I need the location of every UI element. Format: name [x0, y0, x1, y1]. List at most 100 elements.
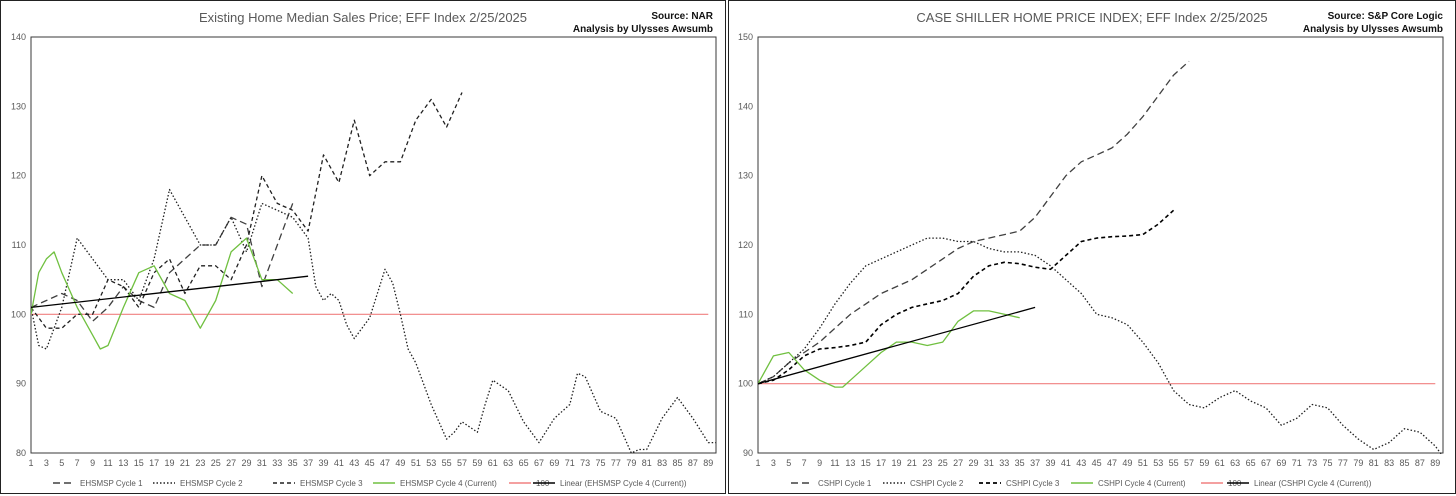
x-tick-label: 81: [1369, 458, 1379, 468]
x-tick-label: 3: [44, 458, 49, 468]
x-tick-label: 37: [1030, 458, 1040, 468]
x-tick-label: 61: [1215, 458, 1225, 468]
x-tick-label: 17: [876, 458, 886, 468]
legend-entry: CSHPI Cycle 3: [1006, 479, 1060, 488]
x-tick-label: 65: [519, 458, 529, 468]
x-tick-label: 3: [771, 458, 776, 468]
y-tick-label: 120: [738, 240, 753, 250]
y-tick-label: 80: [16, 448, 26, 458]
x-tick-label: 33: [999, 458, 1009, 468]
x-tick-label: 41: [1061, 458, 1071, 468]
y-tick-label: 110: [12, 240, 26, 250]
x-tick-label: 27: [953, 458, 963, 468]
x-tick-label: 23: [922, 458, 932, 468]
x-tick-label: 89: [703, 458, 713, 468]
x-tick-label: 77: [1338, 458, 1348, 468]
chart-panel-ehsmsp: Existing Home Median Sales Price; EFF In…: [0, 0, 726, 494]
x-tick-label: 31: [984, 458, 994, 468]
x-tick-label: 69: [549, 458, 559, 468]
x-tick-label: 21: [907, 458, 917, 468]
legend-entry: CSHPI Cycle 1: [818, 479, 872, 488]
x-tick-label: 63: [503, 458, 513, 468]
legend-entry: EHSMSP Cycle 2: [180, 479, 243, 488]
credit-label: Analysis by Ulysses Awsumb: [572, 24, 713, 35]
x-tick-label: 51: [1138, 458, 1148, 468]
x-tick-label: 45: [1092, 458, 1102, 468]
x-tick-label: 83: [1384, 458, 1394, 468]
x-tick-label: 75: [596, 458, 606, 468]
x-tick-label: 13: [118, 458, 128, 468]
x-tick-label: 85: [1400, 458, 1410, 468]
x-tick-label: 59: [1199, 458, 1209, 468]
x-tick-label: 67: [534, 458, 544, 468]
x-tick-label: 37: [303, 458, 313, 468]
x-tick-label: 15: [861, 458, 871, 468]
chart-source: Source: S&P Core Logic Analysis by Ulyss…: [1303, 10, 1443, 36]
x-tick-label: 51: [411, 458, 421, 468]
series-line-2: [31, 188, 716, 454]
legend-entry: EHSMSP Cycle 1: [80, 479, 143, 488]
series-line-4: [31, 237, 294, 350]
x-tick-label: 73: [1307, 458, 1317, 468]
x-tick-label: 9: [817, 458, 822, 468]
x-tick-label: 41: [334, 458, 344, 468]
x-tick-label: 65: [1246, 458, 1256, 468]
x-tick-label: 23: [195, 458, 205, 468]
x-tick-label: 71: [565, 458, 575, 468]
source-label: Source: S&P Core Logic: [1327, 11, 1443, 22]
x-tick-label: 87: [1415, 458, 1425, 468]
y-tick-label: 140: [11, 32, 26, 42]
x-tick-label: 67: [1261, 458, 1271, 468]
x-tick-label: 11: [103, 458, 112, 468]
x-tick-label: 79: [626, 458, 636, 468]
source-label: Source: NAR: [651, 11, 713, 22]
series-line-1: [758, 60, 1190, 385]
x-tick-label: 63: [1230, 458, 1240, 468]
series-line-3: [31, 92, 463, 329]
y-tick-label: 100: [738, 379, 753, 389]
series-line-6: [31, 275, 309, 309]
legend-entry: EHSMSP Cycle 4 (Current): [400, 479, 497, 488]
x-tick-label: 57: [1184, 458, 1194, 468]
plot-area: [757, 36, 1444, 454]
x-tick-label: 87: [688, 458, 698, 468]
x-tick-label: 15: [134, 458, 144, 468]
x-tick-label: 5: [59, 458, 64, 468]
y-tick-label: 90: [16, 379, 26, 389]
chart-title: Existing Home Median Sales Price; EFF In…: [198, 10, 528, 25]
x-tick-label: 73: [580, 458, 590, 468]
x-tick-label: 55: [1169, 458, 1179, 468]
x-tick-label: 9: [90, 458, 95, 468]
x-tick-label: 29: [241, 458, 251, 468]
y-tick-label: 150: [738, 32, 753, 42]
legend-entry: EHSMSP Cycle 3: [300, 479, 363, 488]
chart-source: Source: NAR Analysis by Ulysses Awsumb: [573, 10, 713, 36]
y-tick-label: 130: [11, 101, 26, 111]
x-tick-label: 35: [1015, 458, 1025, 468]
x-tick-label: 11: [830, 458, 839, 468]
x-tick-label: 75: [1323, 458, 1333, 468]
x-tick-label: 7: [802, 458, 807, 468]
y-tick-label: 140: [738, 101, 753, 111]
x-tick-label: 53: [1153, 458, 1163, 468]
series-line-6: [758, 306, 1036, 385]
x-tick-label: 49: [1122, 458, 1132, 468]
y-tick-label: 130: [738, 171, 753, 181]
x-tick-label: 1: [28, 458, 33, 468]
x-tick-label: 25: [211, 458, 221, 468]
x-tick-label: 79: [1353, 458, 1363, 468]
x-tick-label: 69: [1276, 458, 1286, 468]
x-tick-label: 43: [1076, 458, 1086, 468]
x-tick-label: 83: [657, 458, 667, 468]
x-tick-label: 81: [642, 458, 652, 468]
x-tick-label: 27: [226, 458, 236, 468]
x-tick-label: 39: [318, 458, 328, 468]
x-tick-label: 71: [1292, 458, 1302, 468]
x-tick-label: 21: [180, 458, 190, 468]
x-tick-label: 13: [845, 458, 855, 468]
y-tick-label: 100: [11, 309, 26, 319]
x-tick-label: 43: [349, 458, 359, 468]
x-tick-label: 5: [786, 458, 791, 468]
